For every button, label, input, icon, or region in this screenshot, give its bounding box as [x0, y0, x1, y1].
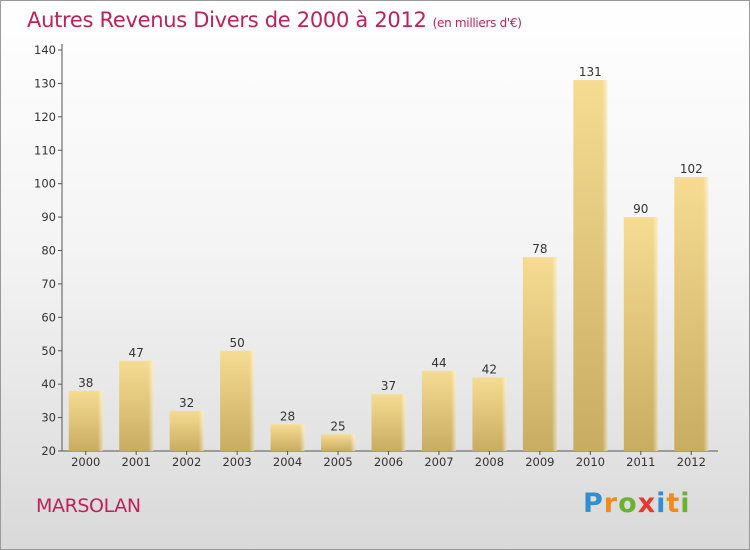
bar-highlight: [97, 390, 103, 451]
bar-value-label: 38: [78, 376, 93, 390]
x-tick-label: 2001: [122, 455, 151, 469]
bar: [169, 410, 204, 451]
chart-title: Autres Revenus Divers de 2000 à 2012 (en …: [27, 8, 522, 32]
bar-value-label: 131: [579, 65, 602, 79]
bar: [68, 390, 103, 451]
y-tick-label: 110: [34, 143, 56, 157]
x-tick-label: 2010: [576, 455, 605, 469]
bar-value-label: 44: [431, 356, 446, 370]
bar-value-label: 28: [280, 409, 295, 423]
x-tick-label: 2007: [424, 455, 453, 469]
logo-letter: x: [637, 488, 657, 519]
logo-letter: i: [656, 488, 667, 519]
y-tick-label: 130: [34, 76, 56, 90]
bar-highlight: [703, 176, 709, 451]
bar-value-label: 32: [179, 396, 194, 410]
x-tick-label: 2012: [677, 455, 706, 469]
y-tick-label: 30: [41, 411, 56, 425]
y-tick-label: 120: [34, 110, 56, 124]
proxiti-logo: Proxiti: [583, 488, 691, 519]
bar-highlight: [450, 370, 456, 451]
y-tick-label: 70: [41, 277, 56, 291]
y-tick-label: 50: [41, 344, 56, 358]
bar-highlight: [400, 394, 406, 451]
bar: [321, 434, 356, 451]
bar: [270, 424, 305, 451]
bar: [421, 370, 456, 451]
x-tick-label: 2009: [525, 455, 554, 469]
bar: [623, 217, 658, 451]
bar-highlight: [501, 377, 507, 451]
bar-value-label: 47: [129, 346, 144, 360]
y-tick-label: 90: [41, 210, 56, 224]
bar: [371, 394, 406, 451]
bar-value-label: 102: [680, 162, 703, 176]
chart-title-text: Autres Revenus Divers de 2000 à 2012: [27, 8, 427, 32]
x-tick-label: 2005: [323, 455, 352, 469]
y-tick-label: 140: [34, 43, 56, 57]
x-tick-label: 2006: [374, 455, 403, 469]
y-tick-label: 20: [41, 444, 56, 458]
bar-highlight: [198, 410, 204, 451]
bar: [472, 377, 507, 451]
bar: [119, 360, 154, 451]
bar-value-label: 90: [633, 202, 648, 216]
bar-highlight: [652, 217, 658, 451]
bar: [522, 257, 557, 451]
bar: [674, 176, 709, 451]
bar-highlight: [249, 350, 255, 451]
bar-value-label: 78: [532, 242, 547, 256]
x-tick-label: 2003: [222, 455, 251, 469]
x-tick-label: 2011: [626, 455, 655, 469]
bar-value-label: 37: [381, 379, 396, 393]
bar-value-label: 25: [330, 419, 345, 433]
y-tick-label: 40: [41, 377, 56, 391]
bar-highlight: [148, 360, 154, 451]
y-tick-label: 80: [41, 244, 56, 258]
x-tick-label: 2008: [475, 455, 504, 469]
logo-letter: o: [618, 488, 638, 519]
bar-highlight: [551, 257, 557, 451]
logo-letter: t: [666, 488, 681, 519]
bar-value-label: 42: [482, 362, 497, 376]
bar: [573, 80, 608, 451]
bar-highlight: [299, 424, 305, 451]
x-tick-label: 2002: [172, 455, 201, 469]
bar-highlight: [350, 434, 356, 451]
bar: [220, 350, 255, 451]
commune-name: MARSOLAN: [36, 495, 141, 517]
bar-value-label: 50: [229, 336, 244, 350]
x-tick-label: 2004: [273, 455, 302, 469]
bar-highlight: [602, 80, 608, 451]
logo-letter: r: [603, 488, 619, 519]
y-tick-label: 100: [34, 177, 56, 191]
logo-letter: i: [680, 488, 691, 519]
logo-letter: P: [583, 488, 604, 519]
x-tick-label: 2000: [71, 455, 100, 469]
y-tick-label: 60: [41, 310, 56, 324]
chart-subtitle: (en milliers d'€): [432, 16, 522, 30]
